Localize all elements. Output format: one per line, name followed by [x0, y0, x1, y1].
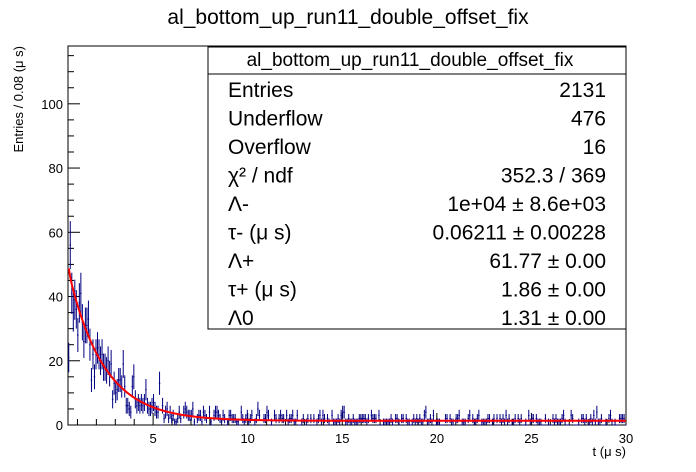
x-tick-label: 10: [240, 431, 254, 446]
histogram-series: [68, 221, 627, 426]
stats-row-label: Λ-: [228, 193, 249, 216]
stats-row-value: 61.77 ± 0.00: [489, 250, 606, 273]
stats-box: al_bottom_up_run11_double_offset_fix Ent…: [207, 46, 627, 330]
stats-row-value: 1e+04 ± 8.6e+03: [447, 193, 606, 216]
y-tick-label: 40: [49, 290, 63, 305]
stats-row-value: 1.86 ± 0.00: [501, 279, 606, 302]
stats-row-label: χ² / ndf: [228, 165, 293, 188]
stats-row-label: Overflow: [228, 136, 312, 159]
y-axis-label: Entries / 0.08 (μ s): [11, 46, 26, 152]
stats-rows: Entries 2131 Underflow 476 Overflow 16 χ² / nd…: [228, 79, 606, 330]
stats-row-value: 1.31 ± 0.00: [501, 307, 606, 330]
tick-labels: 5 10 15 20 25 30 0 20 40 60 80 100: [41, 97, 633, 446]
stats-row-label: τ- (μ s): [228, 222, 292, 245]
stats-row-value: 352.3 / 369: [501, 165, 606, 188]
y-tick-label: 80: [49, 161, 63, 176]
stats-row-label: τ+ (μ s): [228, 279, 297, 302]
stats-row-label: Λ0: [228, 307, 254, 330]
stats-row-label: Entries: [228, 79, 293, 102]
x-tick-label: 15: [335, 431, 349, 446]
stats-row-value: 476: [571, 108, 606, 131]
chart-title: al_bottom_up_run11_double_offset_fix: [167, 6, 529, 29]
x-axis-label: t (μ s): [593, 444, 626, 459]
fit-curve: [67, 268, 626, 422]
x-tick-label: 5: [150, 431, 157, 446]
stats-row-label: Λ+: [228, 250, 254, 273]
x-tick-label: 20: [430, 431, 444, 446]
stats-row-label: Underflow: [228, 108, 323, 131]
y-tick-label: 0: [56, 418, 63, 433]
x-tick-label: 25: [524, 431, 538, 446]
stats-box-title: al_bottom_up_run11_double_offset_fix: [247, 50, 574, 71]
y-tick-label: 20: [49, 354, 63, 369]
stats-box-frame: [207, 46, 627, 330]
stats-row-value: 16: [583, 136, 606, 159]
y-tick-label: 60: [49, 225, 63, 240]
y-tick-label: 100: [41, 97, 63, 112]
stats-row-value: 2131: [559, 79, 606, 102]
x-tick-label: 30: [619, 431, 633, 446]
stats-row-value: 0.06211 ± 0.00228: [433, 222, 606, 245]
